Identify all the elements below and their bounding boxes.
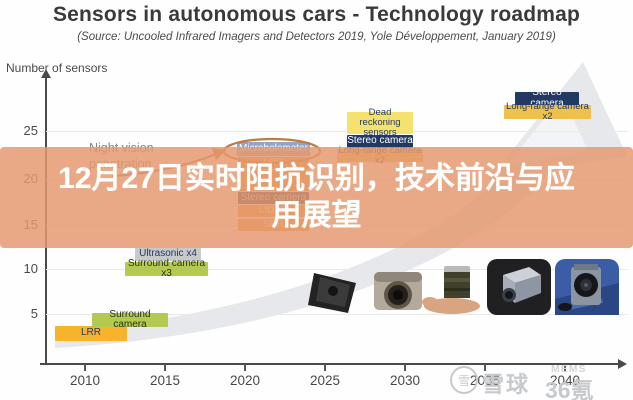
radar-module-photo	[308, 273, 356, 313]
x-axis-line	[40, 363, 620, 365]
watermark-xueqiu: 雪球	[482, 372, 531, 397]
banner-overlay: 12月27日实时阻抗识别，技术前沿与应 用展望	[0, 147, 633, 248]
lidar-on-hand-photo	[422, 266, 480, 314]
gridline-10	[46, 269, 628, 270]
x-tickmark-2015	[164, 364, 166, 371]
x-tickmark-2040	[564, 364, 566, 371]
page-subtitle: (Source: Uncooled Infrared Imagers and D…	[77, 31, 556, 43]
milestone-surround-camera: Surround camera	[92, 309, 168, 330]
gridline-25	[46, 131, 628, 132]
watermark-mems: MEMS	[551, 363, 587, 375]
banner-title-line2: 用展望	[271, 199, 362, 232]
x-tickmark-2030	[404, 364, 406, 371]
milestone-stereo-camera-top: Stereo camera	[515, 87, 579, 108]
x-tickmark-2035	[484, 364, 486, 371]
x-tick-2010: 2010	[69, 373, 101, 388]
xueqiu-logo-icon: 雪	[450, 366, 478, 394]
milestone-surround-camera-x3: Surround camera x3	[125, 258, 208, 279]
x-axis-arrowhead	[618, 359, 627, 369]
thermal-camera-photo	[487, 259, 551, 315]
milestone-ultrasonic-x4: Ultrasonic x4	[135, 248, 201, 261]
y-tick-25: 25	[23, 123, 38, 138]
y-axis-label: Number of sensors	[6, 61, 108, 75]
y-tick-5: 5	[30, 306, 38, 321]
x-tick-2030: 2030	[389, 373, 421, 388]
x-tickmark-2020	[244, 364, 246, 371]
watermark-36kr: 36氪	[545, 377, 594, 400]
banner-title-line1: 12月27日实时阻抗识别，技术前沿与应	[58, 162, 575, 195]
gridline-5	[46, 314, 628, 315]
milestone-stereo-camera-mid: Stereo camera	[347, 135, 413, 148]
x-tick-2025: 2025	[309, 373, 341, 388]
sensor-on-blue-photo	[555, 259, 619, 315]
page-title: Sensors in autonomous cars - Technology …	[52, 3, 581, 26]
milestone-dead-reckoning-sensors: Dead reckoning sensors	[347, 108, 413, 137]
milestone-lrr-2010: LRR	[55, 326, 127, 341]
milestone-long-range-camera-x2-top: Long-range camera x2	[504, 102, 591, 121]
x-tick-2040: 2040	[549, 373, 581, 388]
y-tick-10: 10	[23, 261, 38, 276]
x-tickmark-2025	[324, 364, 326, 371]
camera-module-photo	[374, 272, 422, 310]
x-tick-2015: 2015	[149, 373, 181, 388]
x-tick-2020: 2020	[229, 373, 261, 388]
y-axis-arrowhead	[41, 69, 51, 78]
x-tickmark-2010	[84, 364, 86, 371]
